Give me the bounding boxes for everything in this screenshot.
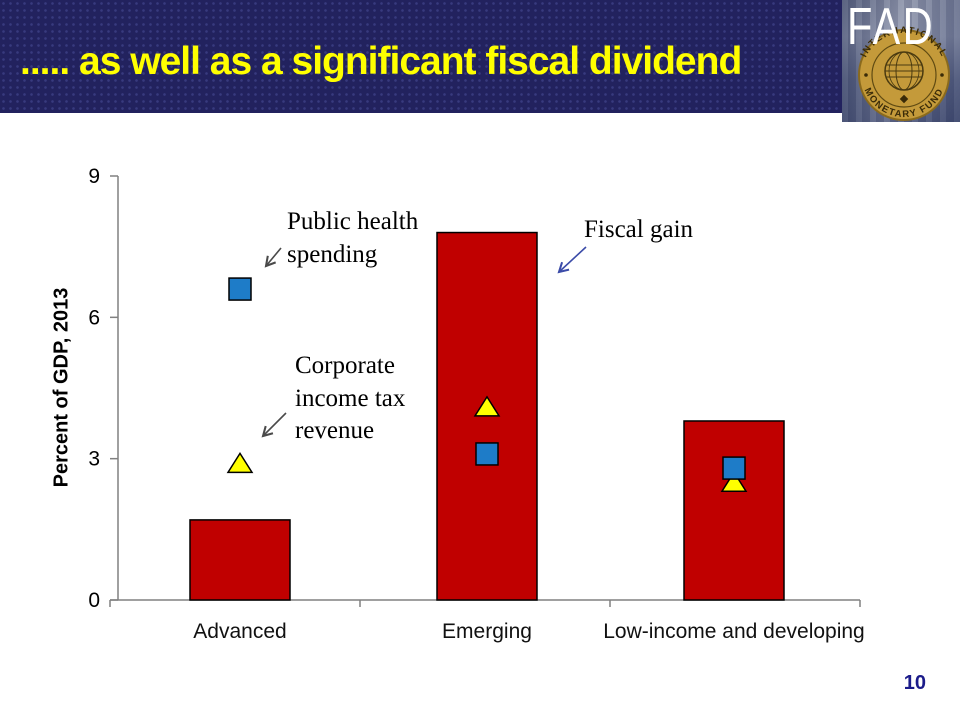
y-tick-label: 9 — [88, 165, 100, 188]
fiscal-gain-arrow — [557, 246, 587, 274]
slide-title: ..... as well as a significant fiscal di… — [20, 39, 742, 83]
x-axis-label: Emerging — [442, 620, 532, 643]
fiscal-gain-bar — [189, 519, 291, 601]
x-axis-label: Low-income and developing — [603, 620, 865, 643]
corporate-tax-arrow — [261, 412, 287, 438]
fiscal-gain-bar — [683, 420, 785, 601]
title-banner: ..... as well as a significant fiscal di… — [0, 0, 960, 113]
x-axis-label: Advanced — [193, 620, 286, 643]
annotation-public-health-spending: Public health spending — [287, 208, 419, 268]
y-tick-label: 3 — [88, 448, 100, 471]
corporate-tax-marker — [473, 395, 501, 417]
corporate-tax-marker — [226, 451, 254, 474]
annotation-fiscal-gain: Fiscal gain — [584, 216, 694, 243]
public-health-marker — [475, 442, 499, 466]
y-tick-label: 6 — [88, 306, 100, 329]
y-axis-title: Percent of GDP, 2013 — [50, 287, 73, 488]
public-health-marker — [722, 456, 746, 480]
y-tick-label: 0 — [88, 589, 100, 612]
annotation-corporate-income-tax: Corporate income tax revenue — [295, 352, 406, 444]
fad-logo-text: FAD — [847, 0, 936, 56]
imf-seal-icon: INTERNATIONAL MONETARY FUND — [858, 25, 950, 121]
public-health-marker — [228, 277, 252, 301]
fad-logo: INTERNATIONAL MONETARY FUND FAD — [842, 0, 960, 122]
corporate-tax-marker — [720, 470, 748, 492]
page-number: 10 — [903, 672, 926, 694]
public-health-arrow — [264, 247, 282, 268]
